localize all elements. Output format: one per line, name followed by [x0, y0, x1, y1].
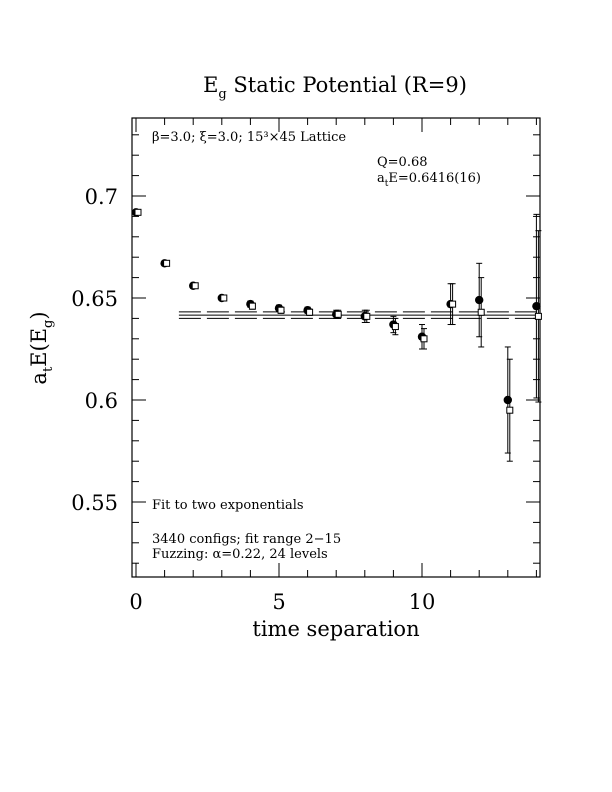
- data-point-square: [220, 294, 228, 302]
- fit-type-annotation: Fit to two exponentials: [152, 498, 304, 513]
- data-point-square: [248, 302, 256, 310]
- data-point-square: [277, 306, 285, 314]
- x-tick-label: 10: [409, 590, 436, 614]
- data-point-square: [334, 310, 342, 318]
- fuzzing-annotation: Fuzzing: α=0.22, 24 levels: [152, 547, 328, 562]
- y-tick-label: 0.65: [71, 287, 118, 311]
- data-point-circle: [532, 301, 541, 311]
- data-point-square: [391, 323, 399, 331]
- y-label-main: a: [27, 372, 51, 385]
- x-axis-label: time separation: [252, 617, 419, 641]
- q-annotation: Q=0.68: [377, 155, 428, 170]
- y-tick-label: 0.7: [85, 185, 118, 209]
- x-tick-label: 5: [272, 590, 285, 614]
- y-axis-label: atE(Eg): [27, 311, 56, 384]
- data-point-square: [449, 300, 457, 308]
- axis-ticks: [132, 118, 540, 577]
- data-point-square: [506, 406, 514, 414]
- data-point-circle: [503, 395, 512, 405]
- x-tick-label: 0: [129, 590, 142, 614]
- y-tick-label: 0.55: [71, 491, 118, 515]
- y-label-end: ): [27, 311, 51, 319]
- chart-title: Eg Static Potential (R=9): [203, 73, 467, 102]
- configs-annotation: 3440 configs; fit range 2−15: [152, 532, 341, 547]
- title-main: E: [203, 73, 218, 97]
- lattice-annotation: β=3.0; ξ=3.0; 15³×45 Lattice: [152, 130, 346, 145]
- title-rest: Static Potential (R=9): [227, 73, 467, 97]
- energy-annotation: atE=0.6416(16): [377, 171, 481, 189]
- data-point-square: [306, 308, 314, 316]
- data-point-square: [420, 335, 428, 343]
- data-point-square: [134, 208, 142, 216]
- y-tick-label: 0.6: [85, 389, 118, 413]
- data-point-square: [534, 312, 542, 320]
- annotations: β=3.0; ξ=3.0; 15³×45 Lattice Q=0.68 atE=…: [152, 130, 481, 562]
- energy-rest: E=0.6416(16): [388, 171, 481, 186]
- data-point-square: [363, 312, 371, 320]
- data-point-circle: [475, 295, 484, 305]
- fit-band: [178, 311, 540, 319]
- data-point-square: [163, 259, 171, 267]
- data-points: [131, 208, 542, 462]
- data-point-square: [477, 308, 485, 316]
- svg-text:Eg Static Potential (R=9): Eg Static Potential (R=9): [203, 73, 467, 102]
- y-label-sub-t: t: [41, 366, 56, 372]
- y-label-sub-g: g: [41, 320, 56, 328]
- y-label-mid: E(E: [27, 328, 51, 367]
- data-point-square: [191, 282, 199, 290]
- energy-sub: t: [385, 179, 389, 189]
- title-subscript: g: [218, 87, 226, 102]
- energy-main: a: [377, 171, 385, 186]
- axis-tick-labels: 0 5 10 0.55 0.6 0.65 0.7: [71, 185, 435, 614]
